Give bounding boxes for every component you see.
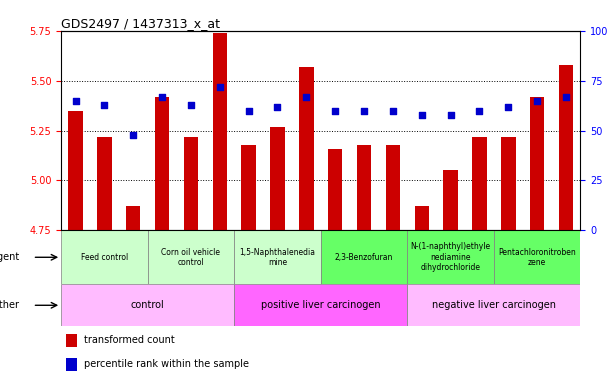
Point — [561, 94, 571, 100]
Bar — [501, 137, 516, 230]
Bar — [494, 230, 580, 284]
Bar — [126, 207, 141, 230]
Point — [100, 101, 109, 108]
Text: Feed control: Feed control — [81, 253, 128, 262]
Bar — [97, 137, 112, 230]
Point — [186, 101, 196, 108]
Bar — [408, 230, 494, 284]
Bar — [559, 65, 573, 230]
Bar — [321, 230, 408, 284]
Point — [301, 94, 311, 100]
Point — [445, 111, 455, 118]
Bar — [184, 137, 198, 230]
Bar — [155, 97, 169, 230]
Bar — [234, 284, 408, 326]
Text: control: control — [131, 300, 164, 310]
Bar — [213, 33, 227, 230]
Bar — [66, 358, 77, 371]
Bar — [66, 334, 77, 347]
Point — [475, 108, 485, 114]
Point — [128, 131, 138, 137]
Bar — [68, 111, 82, 230]
Text: transformed count: transformed count — [84, 335, 175, 345]
Bar — [408, 284, 580, 326]
Point — [503, 104, 513, 110]
Point — [331, 108, 340, 114]
Text: positive liver carcinogen: positive liver carcinogen — [261, 300, 381, 310]
Bar — [299, 67, 313, 230]
Text: negative liver carcinogen: negative liver carcinogen — [432, 300, 556, 310]
Bar — [328, 149, 342, 230]
Bar — [530, 97, 544, 230]
Text: 2,3-Benzofuran: 2,3-Benzofuran — [335, 253, 393, 262]
Bar — [472, 137, 487, 230]
Point — [273, 104, 282, 110]
Bar — [148, 230, 234, 284]
Text: Corn oil vehicle
control: Corn oil vehicle control — [161, 248, 221, 267]
Point — [532, 98, 542, 104]
Text: N-(1-naphthyl)ethyle
nediamine
dihydrochloride: N-(1-naphthyl)ethyle nediamine dihydroch… — [411, 242, 491, 272]
Bar — [234, 230, 321, 284]
Point — [71, 98, 81, 104]
Bar — [386, 144, 400, 230]
Bar — [357, 144, 371, 230]
Point — [417, 111, 426, 118]
Point — [215, 84, 225, 90]
Bar — [241, 144, 256, 230]
Text: GDS2497 / 1437313_x_at: GDS2497 / 1437313_x_at — [61, 17, 220, 30]
Point — [244, 108, 254, 114]
Text: Pentachloronitroben
zene: Pentachloronitroben zene — [499, 248, 576, 267]
Point — [359, 108, 369, 114]
Text: other: other — [0, 300, 20, 310]
Text: percentile rank within the sample: percentile rank within the sample — [84, 359, 249, 369]
Bar — [61, 284, 234, 326]
Bar — [414, 207, 429, 230]
Point — [388, 108, 398, 114]
Bar — [444, 170, 458, 230]
Bar — [270, 127, 285, 230]
Text: agent: agent — [0, 252, 20, 262]
Point — [157, 94, 167, 100]
Bar — [61, 230, 148, 284]
Text: 1,5-Naphthalenedia
mine: 1,5-Naphthalenedia mine — [240, 248, 315, 267]
